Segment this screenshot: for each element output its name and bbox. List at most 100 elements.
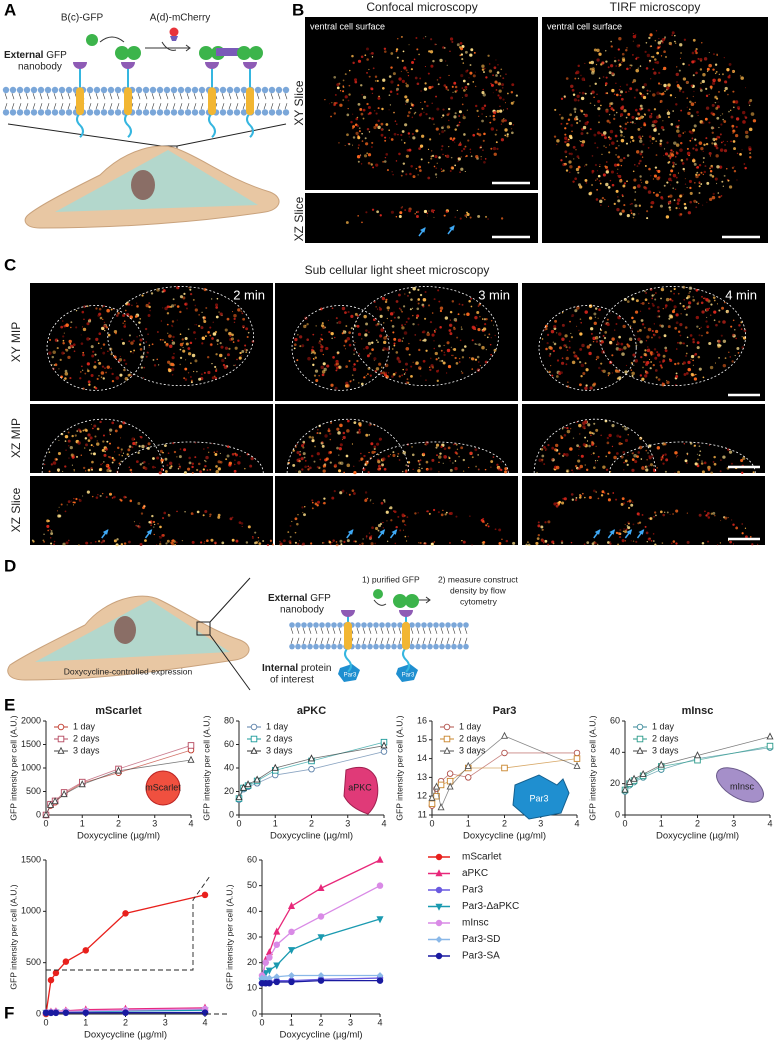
speckle	[683, 194, 684, 195]
speckle	[346, 455, 349, 458]
speckle	[417, 298, 420, 301]
speckle	[675, 377, 676, 378]
speckle	[321, 324, 324, 327]
speckle	[163, 512, 166, 515]
speckle	[655, 515, 657, 517]
speckle	[650, 90, 651, 91]
speckle	[634, 199, 636, 201]
lipid-head	[262, 87, 268, 93]
speckle	[337, 431, 341, 435]
speckle	[596, 94, 597, 95]
speckle	[339, 104, 342, 107]
lipid-tail	[399, 628, 401, 634]
speckle	[679, 148, 683, 152]
lipid-tail	[435, 628, 437, 634]
speckle	[172, 326, 173, 327]
speckle	[190, 342, 193, 345]
speckle	[82, 495, 83, 496]
speckle	[658, 41, 661, 44]
speckle	[182, 350, 185, 353]
speckle	[158, 364, 159, 365]
lipid-head	[87, 87, 93, 93]
speckle	[614, 203, 616, 205]
speckle	[598, 456, 600, 458]
speckle	[654, 58, 657, 61]
speckle	[650, 206, 652, 208]
lipid-tail	[12, 103, 14, 109]
speckle	[380, 523, 382, 525]
speckle	[650, 78, 651, 79]
lipid-tail	[339, 628, 341, 634]
lipid-head	[385, 622, 391, 628]
speckle	[705, 137, 707, 139]
speckle	[700, 89, 703, 92]
speckle	[639, 175, 641, 177]
speckle	[461, 540, 462, 541]
speckle	[454, 128, 456, 130]
speckle	[488, 525, 490, 527]
speckle	[675, 509, 678, 512]
speckle	[621, 352, 625, 356]
speckle	[413, 175, 416, 178]
speckle	[497, 94, 499, 96]
speckle	[343, 541, 345, 543]
speckle	[353, 354, 354, 355]
speckle	[204, 541, 205, 542]
speckle	[418, 166, 421, 169]
lipid-tail	[411, 638, 413, 644]
speckle	[381, 367, 383, 369]
speckle	[406, 99, 409, 102]
speckle	[672, 310, 675, 313]
lipid-head	[101, 87, 107, 93]
speckle	[725, 357, 727, 359]
speckle	[303, 513, 306, 516]
speckle	[606, 170, 609, 173]
speckle	[295, 532, 297, 534]
speckle	[450, 460, 451, 461]
speckle	[650, 354, 652, 356]
speckle	[688, 211, 691, 214]
speckle	[174, 451, 176, 453]
speckle	[470, 64, 472, 66]
y-tick-label: 0	[615, 809, 620, 819]
speckle	[376, 443, 379, 446]
speckle	[748, 146, 751, 149]
speckle	[362, 468, 365, 471]
speckle	[427, 212, 429, 214]
speckle	[645, 363, 648, 366]
speckle	[436, 358, 438, 360]
speckle	[353, 379, 355, 381]
speckle	[357, 136, 360, 139]
speckle	[311, 455, 314, 458]
speckle	[596, 49, 599, 52]
speckle	[485, 76, 487, 78]
speckle	[336, 83, 339, 86]
speckle	[368, 162, 371, 165]
speckle	[606, 469, 608, 471]
marker	[438, 804, 444, 810]
speckle	[544, 521, 546, 523]
speckle	[687, 107, 688, 108]
speckle	[653, 364, 655, 366]
x-tick-label: 3	[345, 818, 350, 828]
speckle	[495, 528, 497, 530]
lipid-tail	[453, 628, 455, 634]
speckle	[185, 359, 186, 360]
speckle	[631, 317, 634, 320]
lipid-tail	[387, 628, 389, 634]
speckle	[701, 327, 702, 328]
speckle	[615, 369, 618, 372]
speckle	[651, 113, 653, 115]
speckle	[585, 93, 587, 95]
speckle	[507, 133, 509, 135]
speckle	[311, 349, 314, 352]
speckle	[459, 143, 462, 146]
speckle	[442, 510, 443, 511]
speckle	[228, 348, 230, 350]
speckle	[64, 333, 65, 334]
speckle	[668, 206, 670, 208]
speckle	[196, 371, 197, 372]
gfp	[249, 46, 263, 60]
speckle	[640, 138, 642, 140]
marker	[263, 960, 269, 966]
